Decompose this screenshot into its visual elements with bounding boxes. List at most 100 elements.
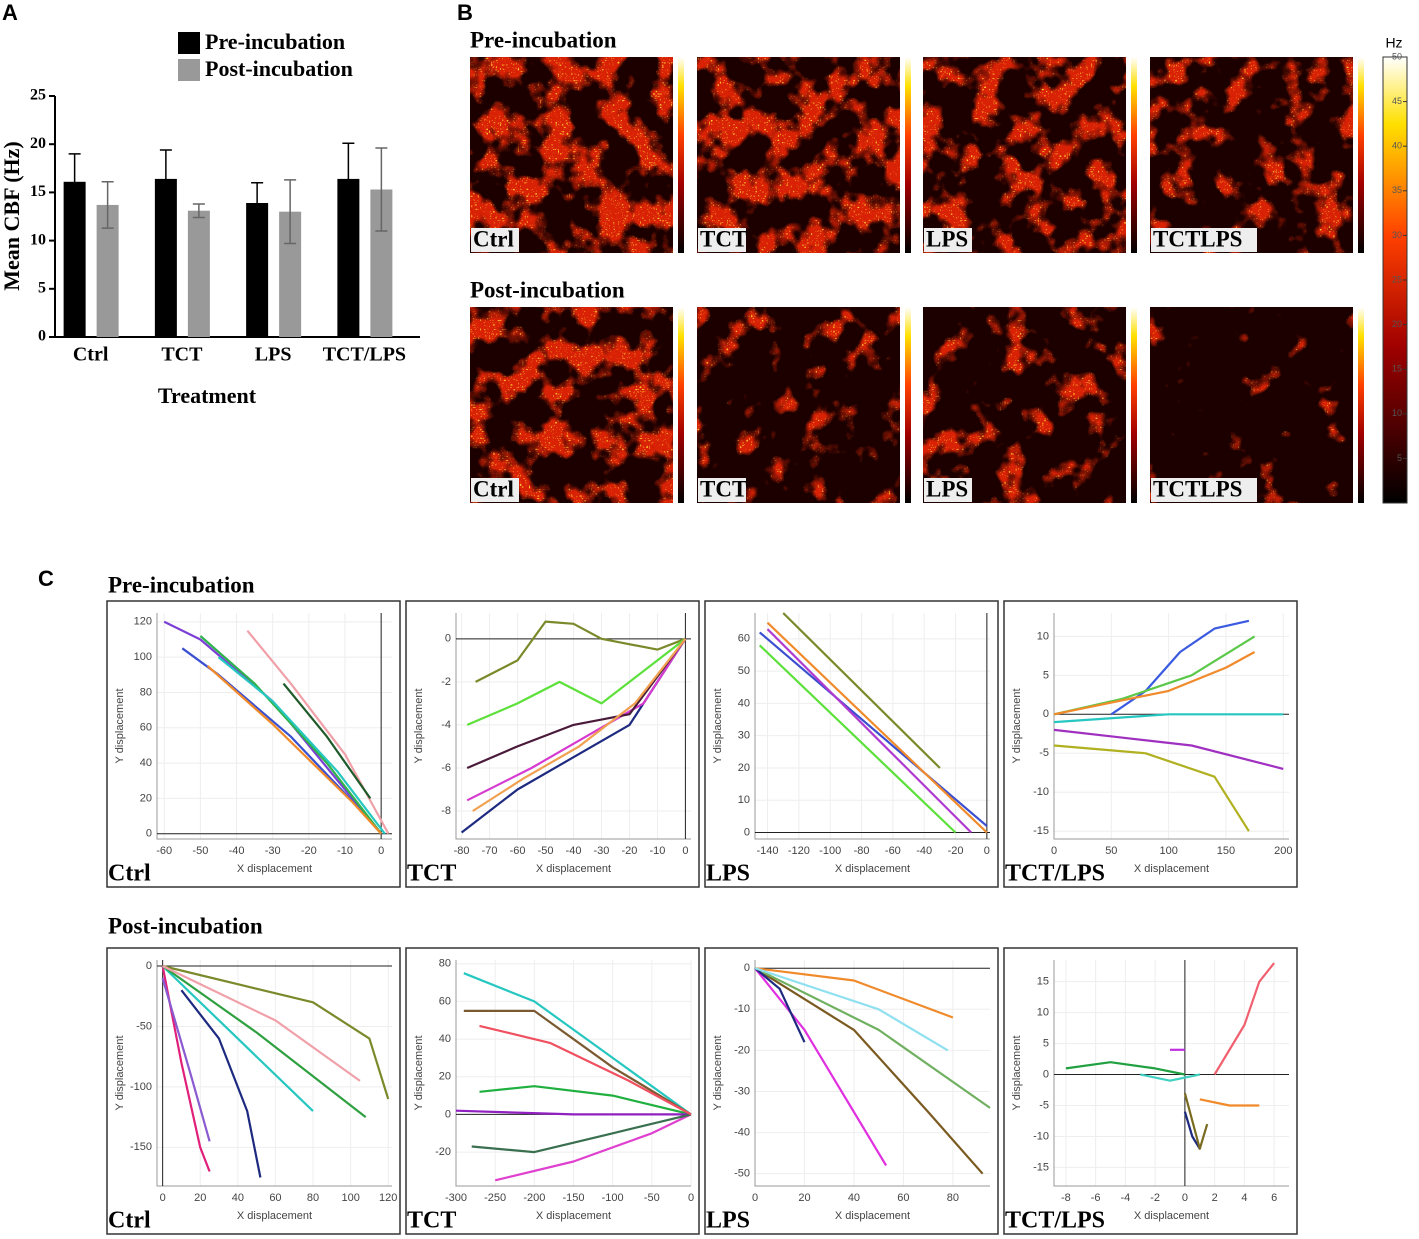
x-tick-label: 120 [379, 1192, 397, 1204]
tile-label: TCT [700, 476, 747, 501]
trajectory [475, 620, 686, 683]
y-tick-label: 10 [30, 231, 46, 248]
y-axis-label: Y displacement [1011, 688, 1023, 763]
tile-label-bg [924, 478, 972, 502]
trajectory [758, 631, 988, 827]
trajectory [1183, 1092, 1209, 1150]
panel-label: C [38, 566, 54, 591]
plot-label: Ctrl [108, 861, 151, 887]
y-tick-label: -100 [130, 1081, 152, 1093]
x-tick-label: 0 [1051, 845, 1057, 857]
tile-label-bg [471, 228, 519, 252]
x-tick-label: -50 [644, 1192, 660, 1204]
error-bar [342, 142, 355, 216]
trajectory [162, 965, 361, 1082]
plot-frame [106, 600, 401, 888]
y-tick-label: -30 [734, 1085, 750, 1097]
x-tick-label: LPS [255, 344, 292, 366]
legend-label: Post-incubation [205, 56, 353, 81]
axes [156, 960, 392, 1187]
heatmap-texture [1150, 57, 1353, 253]
trajectory [471, 1113, 692, 1154]
x-tick-label: -150 [562, 1192, 584, 1204]
x-tick-label: -20 [301, 845, 317, 857]
trajectory [162, 964, 390, 1100]
x-tick-label: -8 [1061, 1192, 1071, 1204]
y-tick-label: 60 [140, 722, 152, 734]
trajectory [766, 628, 972, 834]
tile-label: Ctrl [473, 226, 514, 251]
y-tick-label: 15 [30, 183, 46, 200]
x-tick-label: 80 [947, 1192, 959, 1204]
x-tick-label: 100 [1159, 845, 1177, 857]
trajectory [455, 1109, 691, 1116]
y-tick-label: -10 [1033, 786, 1049, 798]
tile-label: TCTLPS [1153, 226, 1242, 251]
axes [1053, 960, 1289, 1187]
trajectory [754, 967, 954, 1019]
x-axis-label: X displacement [536, 863, 611, 875]
tile-label: LPS [926, 226, 968, 251]
y-tick-label: 100 [134, 651, 152, 663]
y-axis-label: Y displacement [114, 688, 126, 763]
mini-colorbar [1131, 307, 1137, 503]
x-axis-label: X displacement [835, 863, 910, 875]
y-tick-label: -50 [136, 1020, 152, 1032]
axes [754, 613, 990, 840]
x-tick-label: 0 [688, 1192, 694, 1204]
x-tick-label: 0 [682, 845, 688, 857]
x-axis-label: X displacement [536, 1210, 611, 1222]
mini-colorbar [1131, 57, 1137, 253]
axes [455, 960, 691, 1187]
trajectory [466, 638, 687, 802]
mini-colorbar [905, 57, 911, 253]
heatmap-texture [697, 307, 900, 503]
y-tick-label: -8 [441, 805, 451, 817]
colorbar-tick-label: 45 [1392, 96, 1402, 106]
y-axis-label: Y displacement [712, 688, 724, 763]
colorbar-tick-label: 50 [1392, 51, 1402, 61]
x-tick-label: -40 [566, 845, 582, 857]
x-tick-label: -6 [1091, 1192, 1101, 1204]
heatmap-texture [470, 307, 673, 503]
y-axis-label: Y displacement [712, 1035, 724, 1110]
y-tick-label: 5 [1043, 669, 1049, 681]
trajectory [463, 972, 692, 1116]
tile-label: TCTLPS [1153, 476, 1242, 501]
error-bar [159, 149, 172, 209]
trajectory [1053, 713, 1284, 724]
plot-label: Ctrl [108, 1208, 151, 1234]
x-tick-label: -120 [788, 845, 810, 857]
plot-label: LPS [706, 861, 750, 887]
trajectory [1053, 728, 1284, 770]
colorbar-tick-label: 5 [1397, 453, 1402, 463]
plot-label: TCT [407, 861, 456, 887]
trajectory [494, 1113, 692, 1182]
x-tick-label: 20 [798, 1192, 810, 1204]
x-axis-label: X displacement [1134, 863, 1209, 875]
x-tick-label: -80 [454, 845, 470, 857]
x-tick-label: -250 [484, 1192, 506, 1204]
plot-label: TCT/LPS [1005, 1208, 1105, 1234]
y-tick-label: 60 [738, 633, 750, 645]
legend-swatch [178, 32, 200, 54]
y-tick-label: -10 [734, 1003, 750, 1015]
x-tick-label: 0 [984, 845, 990, 857]
x-tick-label: -200 [523, 1192, 545, 1204]
bar [96, 204, 119, 337]
colorbar-tick-label: 20 [1392, 319, 1402, 329]
trajectory [472, 638, 687, 812]
y-tick-label: 25 [30, 87, 46, 104]
legend-label: Pre-incubation [205, 29, 345, 54]
x-tick-label: -2 [1150, 1192, 1160, 1204]
x-tick-label: 80 [307, 1192, 319, 1204]
y-tick-label: 5 [1043, 1037, 1049, 1049]
y-tick-label: 0 [744, 826, 750, 838]
mini-colorbar [1358, 57, 1364, 253]
y-tick-label: 0 [38, 328, 46, 345]
x-tick-label: -60 [885, 845, 901, 857]
x-tick-label: 0 [378, 845, 384, 857]
tile-label-bg [698, 478, 746, 502]
x-tick-label: -80 [854, 845, 870, 857]
tile-label-bg [924, 228, 972, 252]
